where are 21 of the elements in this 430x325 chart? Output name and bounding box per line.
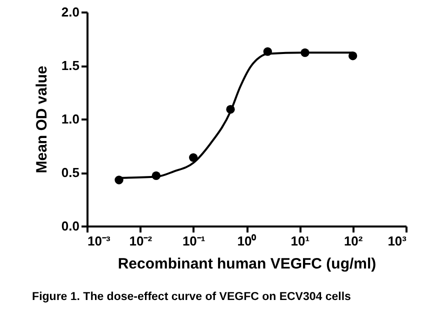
point [300,48,310,57]
text: Figure 1. The dose-effect curve of VEGFC on ECV304 cells [32,291,351,303]
point [226,105,235,114]
x-axis-title: Recombinant human VEGFC (ug/ml) [118,256,376,272]
y-tick-label: 1.5 [61,58,80,73]
x-tick-label: 10⁻³ [88,234,111,248]
point [152,171,160,180]
x-tick-label: 10¹ [290,234,310,248]
point [263,47,272,56]
point [189,153,198,162]
y-tick-label: 2.0 [61,4,80,20]
y-tick-label: 0.5 [61,165,80,180]
y-axis-title: Mean OD value [33,66,50,174]
x-tick-label: 10⁻² [129,234,153,248]
x-tick-label: 10⁻¹ [182,234,206,248]
x-tick-label: 10³ [388,234,408,248]
y-tick-label: 0.0 [61,218,80,234]
x-tick-label: 10⁰ [237,234,257,248]
y-tick-label: 1.0 [61,112,80,126]
x-tick-label: 10² [344,234,364,248]
point [114,176,124,184]
